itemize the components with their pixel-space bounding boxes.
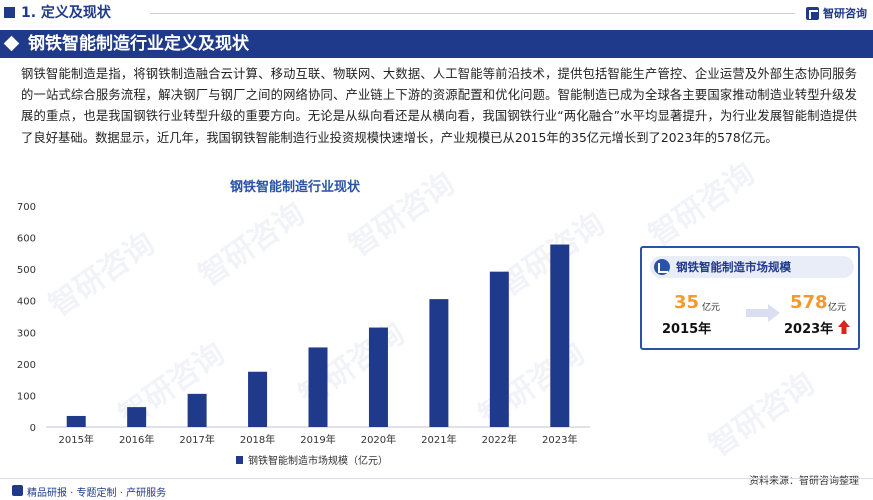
footer-logo-icon — [12, 485, 23, 496]
brand-name: 智研咨询 — [823, 7, 867, 20]
divider — [150, 13, 795, 14]
bar — [429, 299, 449, 427]
x-tick-label: 2021年 — [421, 433, 456, 446]
start-unit: 亿元 — [702, 303, 721, 313]
card-header: 钢铁智能制造市场规模 — [650, 256, 854, 278]
legend-label: 钢铁智能制造市场规模（亿元） — [248, 454, 388, 467]
x-tick-label: 2016年 — [119, 433, 154, 446]
arrow-right-icon — [746, 304, 780, 322]
section-title: 钢铁智能制造行业定义及现状 — [28, 34, 249, 54]
y-tick-label: 700 — [17, 202, 36, 213]
watermark: 智研咨询 — [702, 366, 822, 464]
x-tick-label: 2015年 — [58, 433, 93, 446]
y-tick-label: 300 — [17, 328, 36, 339]
market-size-card: 钢铁智能制造市场规模 35 亿元 2015年 578 亿元 2023年 — [640, 246, 860, 350]
top-bar: 1. 定义及现状 智研咨询 — [0, 0, 873, 27]
x-tick-label: 2023年 — [542, 433, 577, 446]
start-value: 35 — [674, 292, 700, 313]
y-tick-label: 200 — [17, 360, 36, 371]
bar — [489, 271, 509, 427]
bar-chart: 0 100 200 300 400 500 600 700 2015年 2016年 2017年 201… — [17, 202, 590, 467]
bar — [308, 347, 328, 427]
brand-logo-icon — [806, 6, 819, 20]
watermark: 智研咨询 — [642, 156, 762, 254]
end-unit: 亿元 — [828, 303, 847, 313]
bar — [368, 327, 388, 427]
bar — [550, 244, 570, 427]
y-tick-label: 600 — [17, 234, 36, 245]
up-arrow-icon — [838, 320, 850, 334]
bar — [66, 415, 86, 427]
x-tick-label: 2019年 — [300, 433, 335, 446]
chart-title: 钢铁智能制造行业现状 — [230, 180, 361, 195]
y-tick-label: 0 — [30, 423, 36, 434]
legend-swatch — [236, 456, 243, 464]
x-tick-label: 2018年 — [240, 433, 275, 446]
intro-paragraph: 钢铁智能制造是指，将钢铁制造融合云计算、移动互联、物联网、大数据、人工智能等前沿… — [21, 67, 857, 145]
brand-logo: 智研咨询 — [806, 3, 867, 23]
y-tick-label: 100 — [17, 391, 36, 402]
end-value: 578 — [790, 292, 828, 313]
bar — [248, 371, 268, 427]
x-tick-label: 2020年 — [361, 433, 396, 446]
section-marker-icon — [4, 7, 15, 18]
section-header: 钢铁智能制造行业定义及现状 — [0, 30, 873, 58]
card-title: 钢铁智能制造市场规模 — [676, 260, 791, 274]
start-year: 2015年 — [662, 322, 712, 337]
y-tick-label: 400 — [17, 297, 36, 308]
bar — [127, 407, 147, 427]
chart-icon — [654, 259, 670, 275]
bar — [187, 393, 207, 427]
x-tick-label: 2022年 — [482, 433, 517, 446]
source-note: 资料来源：智研咨询整理 — [749, 476, 859, 487]
section-number-title: 1. 定义及现状 — [21, 5, 111, 21]
x-tick-label: 2017年 — [179, 433, 214, 446]
footer-divider — [0, 478, 873, 479]
footer-tagline: 精品研报 · 专题定制 · 产研服务 — [27, 488, 167, 499]
diamond-icon — [3, 35, 20, 52]
y-tick-label: 500 — [17, 265, 36, 276]
end-year: 2023年 — [784, 322, 834, 337]
